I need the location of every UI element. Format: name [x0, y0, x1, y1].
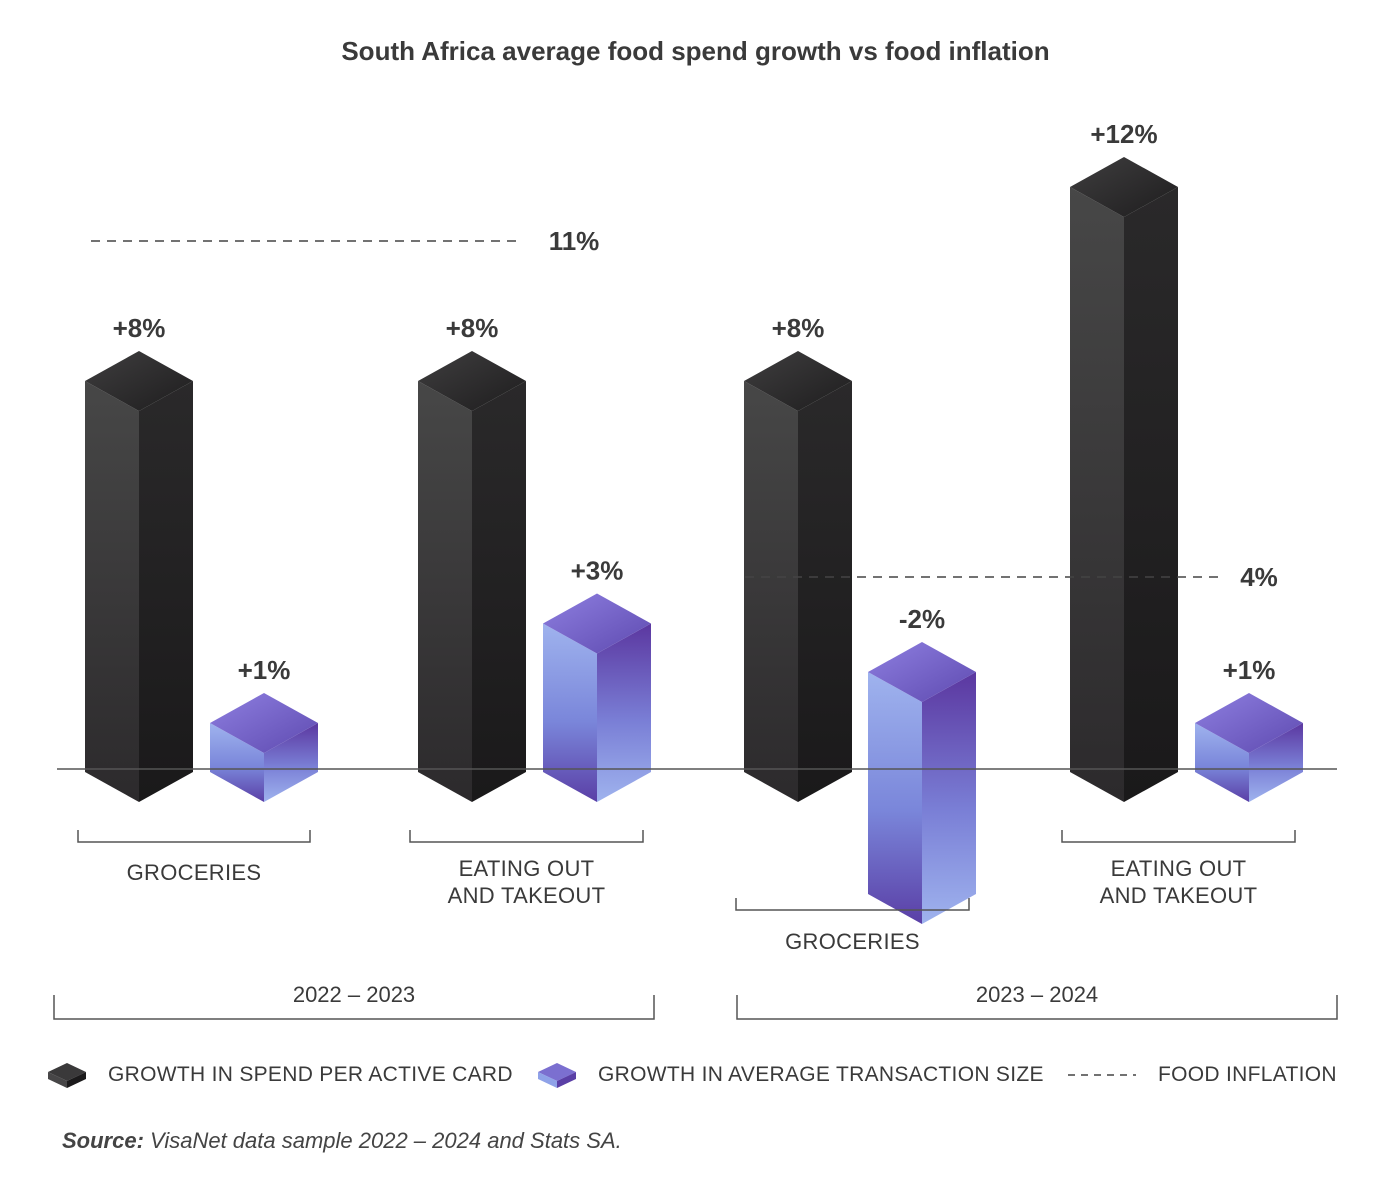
- category-bracket-1: [409, 830, 644, 843]
- category-bracket-3: [1061, 830, 1296, 843]
- period-bracket-1: [736, 995, 1338, 1020]
- dashed-line-icon: [1068, 1074, 1136, 1076]
- legend-label-spend: GROWTH IN SPEND PER ACTIVE CARD: [108, 1063, 513, 1086]
- legend-item-inflation: FOOD INFLATION: [1068, 1058, 1337, 1092]
- spend-bar-3-value-label: +12%: [1090, 119, 1157, 149]
- category-label-1-0: EATING OUT: [459, 856, 595, 881]
- category-label-2-0: GROCERIES: [785, 929, 920, 954]
- spend-bar-3: [1070, 157, 1178, 802]
- spend-bar-1: [418, 351, 526, 802]
- category-bracket-2: [735, 898, 970, 911]
- avg-bar-2: [868, 642, 976, 924]
- avg-bar-1: [543, 593, 651, 802]
- inflation-label-1: 4%: [1240, 562, 1278, 592]
- source-note: Source: VisaNet data sample 2022 – 2024 …: [62, 1128, 622, 1154]
- avg-bar-3: [1195, 693, 1303, 802]
- avg-bar-0-value-label: +1%: [238, 655, 291, 685]
- legend-label-inflation: FOOD INFLATION: [1158, 1063, 1337, 1086]
- period-bracket-0: [53, 995, 655, 1020]
- legend-item-avg: GROWTH IN AVERAGE TRANSACTION SIZE: [536, 1058, 1044, 1092]
- category-label-3-0: EATING OUT: [1111, 856, 1247, 881]
- inflation-label-0: 11%: [549, 226, 600, 256]
- spend-bar-2-value-label: +8%: [772, 313, 825, 343]
- source-text: VisaNet data sample 2022 – 2024 and Stat…: [150, 1128, 622, 1153]
- avg-bar-2-value-label: -2%: [899, 604, 945, 634]
- spend-bar-0-value-label: +8%: [113, 313, 166, 343]
- spend-bar-0: [85, 351, 193, 802]
- dark-cube-icon: [48, 1063, 86, 1088]
- legend-item-spend: GROWTH IN SPEND PER ACTIVE CARD: [46, 1058, 513, 1092]
- spend-bar-2: [744, 351, 852, 802]
- category-bracket-0: [77, 830, 311, 843]
- legend-label-avg: GROWTH IN AVERAGE TRANSACTION SIZE: [598, 1063, 1044, 1086]
- source-label: Source:: [62, 1128, 144, 1153]
- spend-bar-1-value-label: +8%: [446, 313, 499, 343]
- chart-title: South Africa average food spend growth v…: [341, 36, 1050, 66]
- category-label-1-1: AND TAKEOUT: [448, 883, 606, 908]
- avg-bar-3-value-label: +1%: [1223, 655, 1276, 685]
- avg-bar-0: [210, 693, 318, 802]
- avg-bar-1-value-label: +3%: [571, 556, 624, 586]
- category-label-3-1: AND TAKEOUT: [1100, 883, 1258, 908]
- period-label-0: 2022 – 2023: [293, 982, 415, 1007]
- category-label-0-0: GROCERIES: [127, 860, 262, 885]
- period-label-1: 2023 – 2024: [976, 982, 1098, 1007]
- purple-cube-icon: [538, 1063, 576, 1088]
